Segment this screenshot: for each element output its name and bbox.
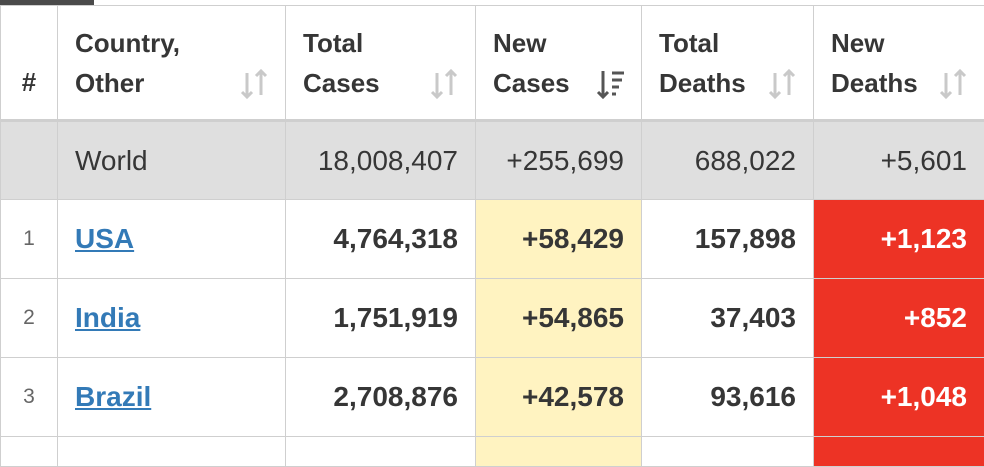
new-cases-cell: +54,865 (476, 279, 642, 358)
world-new-deaths-cell: +5,601 (814, 121, 984, 200)
empty-cell (58, 437, 286, 467)
total-cases-header-line1: Total (303, 23, 458, 63)
rank-cell: 3 (1, 358, 58, 437)
country-link[interactable]: Brazil (75, 381, 151, 412)
world-new-cases-cell: +255,699 (476, 121, 642, 200)
total-deaths-cell: 157,898 (642, 200, 814, 279)
total-cases-cell: 1,751,919 (286, 279, 476, 358)
new-cases-cell: +58,429 (476, 200, 642, 279)
total-deaths-column-header[interactable]: Total Deaths (642, 6, 814, 121)
country-header-line1: Country, (75, 23, 268, 63)
empty-cell (286, 437, 476, 467)
rank-column-header[interactable]: # (1, 6, 58, 121)
total-deaths-cell: 37,403 (642, 279, 814, 358)
world-total-row: World 18,008,407 +255,699 688,022 +5,601 (1, 121, 984, 200)
table-row: 3 Brazil 2,708,876 +42,578 93,616 +1,048 (1, 358, 984, 437)
empty-cell (1, 437, 58, 467)
table-row: 2 India 1,751,919 +54,865 37,403 +852 (1, 279, 984, 358)
empty-cell (814, 437, 984, 467)
country-cell: Brazil (58, 358, 286, 437)
total-cases-column-header[interactable]: Total Cases (286, 6, 476, 121)
new-cases-cell: +42,578 (476, 358, 642, 437)
new-deaths-cell: +1,048 (814, 358, 984, 437)
empty-cell (642, 437, 814, 467)
table-row: 1 USA 4,764,318 +58,429 157,898 +1,123 (1, 200, 984, 279)
total-cases-cell: 4,764,318 (286, 200, 476, 279)
world-total-deaths-cell: 688,022 (642, 121, 814, 200)
rank-cell: 2 (1, 279, 58, 358)
sort-descending-icon[interactable] (595, 67, 625, 101)
total-deaths-header-line1: Total (659, 23, 796, 63)
new-cases-column-header[interactable]: New Cases (476, 6, 642, 121)
sort-arrows-icon[interactable] (239, 67, 269, 101)
rank-cell: 1 (1, 200, 58, 279)
total-deaths-cell: 93,616 (642, 358, 814, 437)
sort-arrows-icon[interactable] (429, 67, 459, 101)
country-link[interactable]: India (75, 302, 140, 333)
empty-cell (476, 437, 642, 467)
country-link[interactable]: USA (75, 223, 134, 254)
covid-stats-table: # Country, Other Total Cases New (0, 5, 984, 467)
new-deaths-header-line1: New (831, 23, 967, 63)
new-deaths-cell: +1,123 (814, 200, 984, 279)
country-cell: India (58, 279, 286, 358)
header-row: # Country, Other Total Cases New (1, 6, 984, 121)
world-rank-cell (1, 121, 58, 200)
country-column-header[interactable]: Country, Other (58, 6, 286, 121)
country-cell: USA (58, 200, 286, 279)
new-cases-header-line1: New (493, 23, 624, 63)
world-country-cell: World (58, 121, 286, 200)
new-deaths-column-header[interactable]: New Deaths (814, 6, 984, 121)
world-total-cases-cell: 18,008,407 (286, 121, 476, 200)
table-row-partial (1, 437, 984, 467)
new-deaths-cell: +852 (814, 279, 984, 358)
rank-header-label: # (22, 67, 36, 97)
sort-arrows-icon[interactable] (938, 67, 968, 101)
total-cases-cell: 2,708,876 (286, 358, 476, 437)
sort-arrows-icon[interactable] (767, 67, 797, 101)
